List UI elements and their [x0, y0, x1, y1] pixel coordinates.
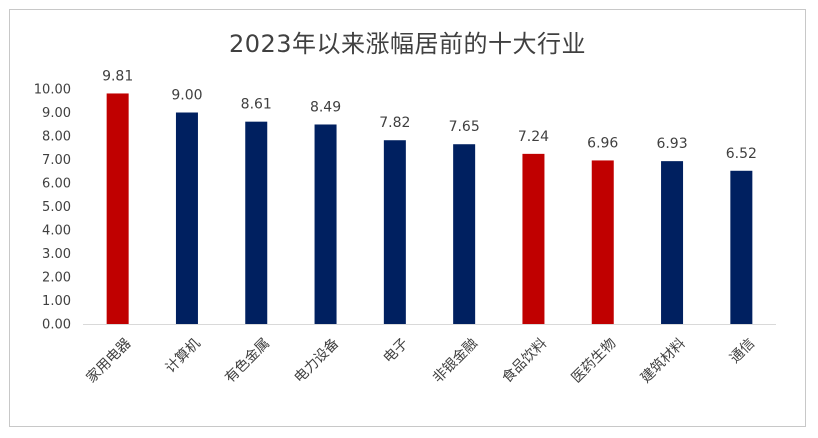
bar: [730, 170, 753, 324]
y-tick-label: 1.00: [42, 294, 71, 309]
y-axis: 0.00 1.00 2.00 3.00 4.00 5.00 6.00 7.00 8.00 9.00…: [34, 83, 71, 333]
bar: [661, 161, 684, 324]
x-tick-label: 有色金属: [221, 335, 273, 387]
bar: [106, 93, 129, 324]
x-tick-label: 电力设备: [291, 335, 343, 387]
x-tick-label: 家用电器: [83, 335, 135, 387]
data-label: 8.61: [241, 97, 272, 113]
x-tick-label: 通信: [727, 335, 758, 366]
bar: [175, 112, 198, 324]
data-label: 9.81: [102, 68, 133, 84]
bar: [453, 144, 476, 324]
chart-title: 2023年以来涨幅居前的十大行业: [228, 30, 587, 58]
y-tick-label: 10.00: [34, 83, 71, 98]
data-label: 9.00: [171, 88, 202, 104]
bars: [106, 93, 753, 324]
x-tick-label: 计算机: [163, 335, 204, 376]
category-labels: 家用电器 计算机 有色金属 电力设备 电子 非银金融 食品饮料 医药生物 建筑材料 通信: [83, 335, 758, 387]
data-label: 7.24: [518, 129, 549, 145]
bar: [383, 140, 406, 324]
data-label: 6.52: [726, 146, 757, 162]
x-tick-label: 医药生物: [569, 335, 620, 386]
y-tick-label: 8.00: [42, 130, 71, 145]
data-label: 6.93: [656, 136, 687, 152]
x-tick-label: 建筑材料: [638, 335, 689, 386]
y-tick-label: 2.00: [42, 271, 71, 286]
x-tick-label: 非银金融: [430, 335, 481, 386]
y-tick-label: 9.00: [42, 106, 71, 121]
bar: [522, 153, 545, 324]
y-tick-label: 3.00: [42, 247, 71, 262]
x-tick-label: 电子: [380, 335, 411, 366]
y-tick-label: 0.00: [42, 318, 71, 333]
data-label: 8.49: [310, 99, 341, 115]
y-tick-label: 7.00: [42, 153, 71, 168]
data-label: 6.96: [587, 135, 618, 151]
y-tick-label: 5.00: [42, 200, 71, 215]
y-tick-label: 6.00: [42, 177, 71, 192]
bar: [314, 124, 337, 324]
bar: [245, 121, 268, 324]
y-tick-label: 4.00: [42, 224, 71, 239]
data-label: 7.65: [449, 119, 480, 135]
value-labels: 9.81 9.00 8.61 8.49 7.82 7.65 7.24 6.96 6.93 6.52: [102, 68, 757, 161]
x-tick-label: 食品饮料: [499, 335, 551, 387]
data-label: 7.82: [379, 115, 410, 131]
bar: [591, 160, 614, 324]
